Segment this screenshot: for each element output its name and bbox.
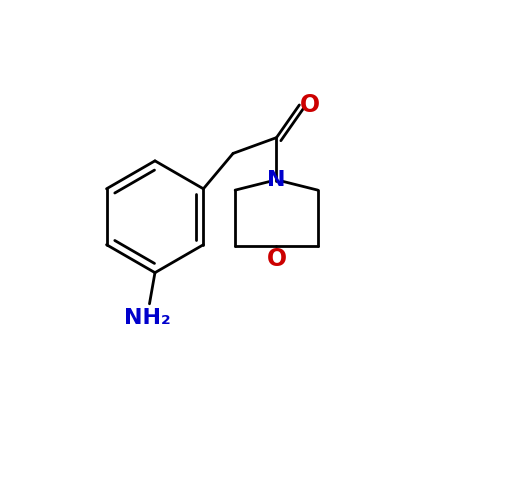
Text: N: N	[267, 170, 286, 190]
Text: NH₂: NH₂	[124, 308, 170, 328]
Text: O: O	[300, 93, 320, 117]
Text: O: O	[266, 247, 286, 271]
